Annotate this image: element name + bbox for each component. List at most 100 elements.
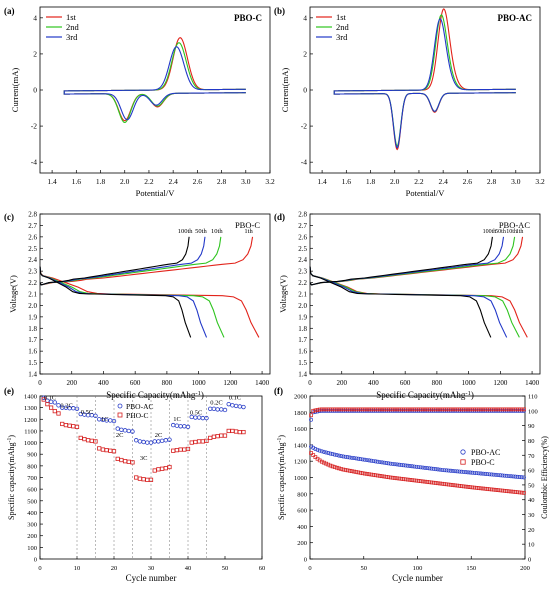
efficiency-point-PBO-C (380, 407, 384, 412)
efficiency-point-PBO-C (408, 407, 412, 412)
capacity-point-PBO-C (414, 478, 419, 483)
discharge-curve-100th (39, 266, 192, 338)
y2-tick-label: 70 (528, 453, 535, 460)
y2-tick-label: 60 (528, 468, 535, 475)
data-point-PHO-C (148, 477, 154, 482)
efficiency-point-PBO-C (522, 407, 526, 412)
capacity-point-PBO-AC (375, 459, 380, 464)
capacity-point-PBO-AC (455, 469, 460, 474)
capacity-point-PBO-AC (416, 465, 421, 469)
y-tick-label: 0 (34, 557, 37, 564)
x-tick-label: 50 (361, 565, 368, 572)
y-tick-label: 400 (297, 524, 307, 531)
data-point-PBO-AC (233, 403, 239, 409)
capacity-point-PBO-AC (349, 455, 354, 460)
y2-tick-label: 110 (528, 394, 538, 401)
x-tick-label: 2.6 (463, 177, 473, 186)
capacity-point-PBO-AC (373, 459, 378, 464)
capacity-point-PBO-C (408, 477, 412, 482)
capacity-point-PBO-AC (478, 471, 483, 476)
data-point-PHO-C (211, 434, 216, 439)
capacity-point-PBO-AC (403, 463, 408, 468)
y-tick-label: 600 (27, 487, 37, 494)
data-point-PBO-AC (178, 424, 183, 429)
cycle-label: 100th (483, 229, 497, 235)
panel-title: PBO-C (234, 13, 262, 23)
data-point-PBO-AC (56, 403, 61, 408)
x-tick-label: 3.2 (265, 177, 275, 186)
capacity-point-PBO-AC (498, 473, 503, 478)
x-tick-label: 2.0 (390, 177, 400, 186)
legend-marker (460, 459, 466, 465)
data-point-PHO-C (100, 447, 105, 452)
data-point-PHO-C (189, 440, 194, 445)
capacity-point-PBO-AC (517, 475, 522, 479)
x-tick-label: 200 (520, 565, 530, 572)
data-point-PBO-AC (137, 439, 143, 444)
y-tick-label: 1100 (24, 428, 37, 435)
x-tick-label: 2.8 (487, 177, 497, 186)
rate-label: 2C (155, 432, 163, 439)
efficiency-point-PBO-C (476, 407, 481, 412)
y-tick-label: 4 (33, 13, 37, 22)
capacity-point-PBO-C (431, 480, 436, 485)
efficiency-point-PBO-C (335, 407, 339, 412)
panel-label: (e) (4, 386, 14, 396)
data-point-PHO-C (123, 459, 128, 464)
efficiency-point-PBO-C (444, 407, 449, 412)
capacity-point-PBO-C (418, 479, 423, 484)
capacity-point-PBO-C (470, 485, 475, 490)
capacity-point-PBO-C (341, 467, 346, 472)
efficiency-point-PBO-C (515, 407, 520, 412)
capacity-point-PBO-C (494, 488, 498, 492)
y-tick-label: 2.0 (28, 302, 37, 310)
capacity-point-PBO-C (498, 488, 503, 493)
data-point-PBO-AC (52, 400, 57, 405)
capacity-point-PBO-AC (468, 470, 473, 475)
data-point-PHO-C (163, 466, 168, 471)
y-tick-label: 2.3 (28, 268, 37, 276)
capacity-point-PBO-AC (388, 461, 393, 466)
data-point-PHO-C (111, 449, 117, 454)
capacity-point-PBO-AC (354, 456, 359, 461)
data-point-PHO-C (97, 446, 102, 451)
efficiency-point-PBO-C (455, 407, 460, 412)
efficiency-point-PBO-C (442, 407, 447, 412)
capacity-point-PBO-AC (347, 455, 352, 460)
rate-label: 0.2C (60, 403, 72, 410)
rate-label: 0.2C (210, 400, 222, 407)
x-tick-label: 800 (432, 379, 443, 387)
y-tick-label: 1.8 (28, 325, 37, 333)
efficiency-point-PBO-C (457, 407, 462, 412)
data-point-PBO-AC (241, 404, 246, 410)
data-point-PHO-C (63, 423, 68, 428)
discharge-curve-10th (39, 266, 225, 338)
efficiency-point-PBO-C (440, 407, 445, 412)
capacity-point-PBO-C (436, 481, 440, 486)
efficiency-point-PBO-C (421, 407, 425, 412)
capacity-point-PBO-AC (380, 460, 384, 465)
plot-frame (309, 213, 541, 375)
cycle-label: 10th (211, 228, 223, 235)
capacity-point-PBO-AC (328, 451, 333, 456)
data-point-PHO-C (115, 456, 120, 461)
x-tick-label: 1000 (192, 379, 207, 387)
capacity-point-PBO-C (442, 482, 447, 486)
efficiency-point-PBO-C (502, 407, 507, 412)
capacity-point-PBO-AC (324, 450, 329, 455)
charge-curve-100th (309, 236, 493, 286)
data-point-PHO-C (182, 447, 187, 452)
capacity-point-PBO-C (474, 486, 479, 490)
y-tick-label: 2 (303, 49, 307, 58)
efficiency-point-PBO-C (350, 407, 354, 412)
efficiency-point-PBO-C (507, 407, 511, 412)
data-point-PHO-C (174, 448, 179, 453)
capacity-point-PBO-AC (414, 464, 419, 469)
charge-curve-50th (309, 236, 505, 286)
data-point-PBO-AC (226, 401, 231, 407)
efficiency-point-PBO-C (509, 407, 513, 412)
y-tick-label: 800 (297, 491, 307, 498)
y-tick-label: 2.1 (298, 291, 307, 299)
capacity-point-PBO-AC (466, 470, 470, 475)
data-point-PHO-C (134, 475, 139, 480)
